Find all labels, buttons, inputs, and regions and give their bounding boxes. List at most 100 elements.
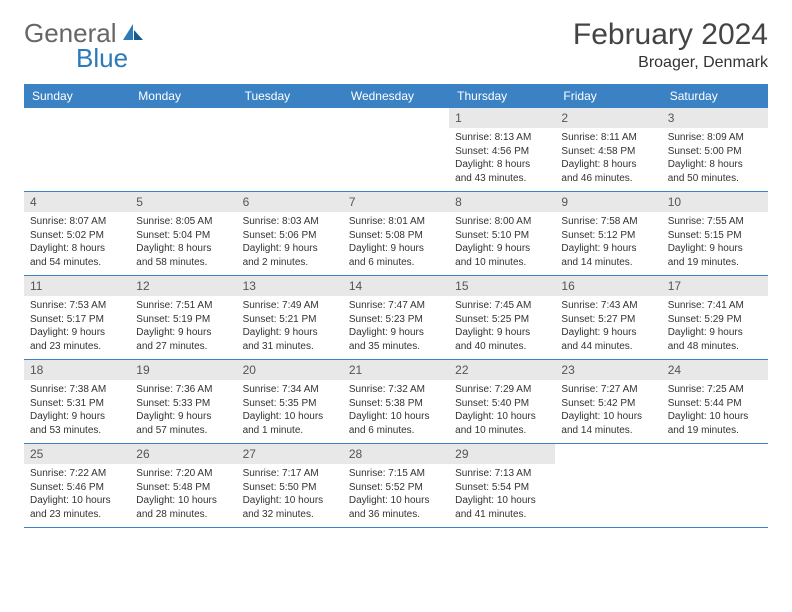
daylight-text: Daylight: 9 hours and 27 minutes. — [136, 326, 230, 353]
sunrise-text: Sunrise: 7:51 AM — [136, 299, 230, 313]
calendar: SundayMondayTuesdayWednesdayThursdayFrid… — [24, 84, 768, 528]
sunset-text: Sunset: 5:10 PM — [455, 229, 549, 243]
day-number: 25 — [24, 444, 130, 464]
day-number: 2 — [555, 108, 661, 128]
day-info: Sunrise: 7:34 AMSunset: 5:35 PMDaylight:… — [243, 383, 337, 437]
empty-cell — [237, 108, 343, 191]
day-cell: 15 Sunrise: 7:45 AMSunset: 5:25 PMDayligh… — [449, 276, 555, 359]
daylight-text: Daylight: 9 hours and 35 minutes. — [349, 326, 443, 353]
week-row: 25Sunrise: 7:22 AMSunset: 5:46 PMDayligh… — [24, 444, 768, 528]
day-number: 9 — [555, 192, 661, 212]
daylight-text: Daylight: 10 hours and 6 minutes. — [349, 410, 443, 437]
daylight-text: Daylight: 9 hours and 44 minutes. — [561, 326, 655, 353]
daylight-text: Daylight: 9 hours and 23 minutes. — [30, 326, 124, 353]
sunset-text: Sunset: 5:15 PM — [668, 229, 762, 243]
day-info: Sunrise: 7:27 AMSunset: 5:42 PMDaylight:… — [561, 383, 655, 437]
sunrise-text: Sunrise: 7:45 AM — [455, 299, 549, 313]
sunrise-text: Sunrise: 8:11 AM — [561, 131, 655, 145]
day-info: Sunrise: 7:15 AMSunset: 5:52 PMDaylight:… — [349, 467, 443, 521]
week-row: 11Sunrise: 7:53 AMSunset: 5:17 PMDayligh… — [24, 276, 768, 360]
daylight-text: Daylight: 10 hours and 36 minutes. — [349, 494, 443, 521]
sunrise-text: Sunrise: 7:25 AM — [668, 383, 762, 397]
day-cell: 23 Sunrise: 7:27 AMSunset: 5:42 PMDayligh… — [555, 360, 661, 443]
sunrise-text: Sunrise: 7:36 AM — [136, 383, 230, 397]
day-info: Sunrise: 7:17 AMSunset: 5:50 PMDaylight:… — [243, 467, 337, 521]
day-header: Saturday — [662, 84, 768, 108]
sunrise-text: Sunrise: 8:13 AM — [455, 131, 549, 145]
day-info: Sunrise: 8:13 AMSunset: 4:56 PMDaylight:… — [455, 131, 549, 185]
daylight-text: Daylight: 9 hours and 48 minutes. — [668, 326, 762, 353]
sunset-text: Sunset: 5:19 PM — [136, 313, 230, 327]
day-number: 29 — [449, 444, 555, 464]
sunrise-text: Sunrise: 7:47 AM — [349, 299, 443, 313]
sunrise-text: Sunrise: 8:00 AM — [455, 215, 549, 229]
day-number: 3 — [662, 108, 768, 128]
day-cell: 27Sunrise: 7:17 AMSunset: 5:50 PMDayligh… — [237, 444, 343, 527]
sunset-text: Sunset: 5:48 PM — [136, 481, 230, 495]
sunset-text: Sunset: 5:44 PM — [668, 397, 762, 411]
day-info: Sunrise: 7:45 AMSunset: 5:25 PMDaylight:… — [455, 299, 549, 353]
sunset-text: Sunset: 5:27 PM — [561, 313, 655, 327]
day-number: 4 — [24, 192, 130, 212]
sunrise-text: Sunrise: 8:07 AM — [30, 215, 124, 229]
day-number: 1 — [449, 108, 555, 128]
month-title: February 2024 — [573, 18, 768, 52]
empty-cell — [555, 444, 661, 527]
day-number: 23 — [555, 360, 661, 380]
day-number: 19 — [130, 360, 236, 380]
sunset-text: Sunset: 5:42 PM — [561, 397, 655, 411]
sunset-text: Sunset: 5:50 PM — [243, 481, 337, 495]
day-cell: 10 Sunrise: 7:55 AMSunset: 5:15 PMDayligh… — [662, 192, 768, 275]
day-number: 18 — [24, 360, 130, 380]
day-header: Tuesday — [237, 84, 343, 108]
daylight-text: Daylight: 9 hours and 31 minutes. — [243, 326, 337, 353]
day-cell: 12Sunrise: 7:51 AMSunset: 5:19 PMDayligh… — [130, 276, 236, 359]
day-info: Sunrise: 7:36 AMSunset: 5:33 PMDaylight:… — [136, 383, 230, 437]
day-cell: 1 Sunrise: 8:13 AMSunset: 4:56 PMDaylight… — [449, 108, 555, 191]
day-cell: 4 Sunrise: 8:07 AMSunset: 5:02 PMDaylight… — [24, 192, 130, 275]
daylight-text: Daylight: 9 hours and 53 minutes. — [30, 410, 124, 437]
daylight-text: Daylight: 10 hours and 10 minutes. — [455, 410, 549, 437]
day-number: 10 — [662, 192, 768, 212]
day-cell: 17Sunrise: 7:41 AMSunset: 5:29 PMDayligh… — [662, 276, 768, 359]
empty-cell — [24, 108, 130, 191]
sunset-text: Sunset: 5:04 PM — [136, 229, 230, 243]
day-number: 21 — [343, 360, 449, 380]
day-cell: 22Sunrise: 7:29 AMSunset: 5:40 PMDayligh… — [449, 360, 555, 443]
daylight-text: Daylight: 10 hours and 19 minutes. — [668, 410, 762, 437]
day-cell: 16Sunrise: 7:43 AMSunset: 5:27 PMDayligh… — [555, 276, 661, 359]
daylight-text: Daylight: 8 hours and 58 minutes. — [136, 242, 230, 269]
sunrise-text: Sunrise: 7:32 AM — [349, 383, 443, 397]
daylight-text: Daylight: 9 hours and 6 minutes. — [349, 242, 443, 269]
day-cell: 6Sunrise: 8:03 AMSunset: 5:06 PMDaylight… — [237, 192, 343, 275]
daylight-text: Daylight: 10 hours and 32 minutes. — [243, 494, 337, 521]
sunset-text: Sunset: 5:33 PM — [136, 397, 230, 411]
sunrise-text: Sunrise: 7:22 AM — [30, 467, 124, 481]
empty-cell — [343, 108, 449, 191]
sunrise-text: Sunrise: 7:29 AM — [455, 383, 549, 397]
daylight-text: Daylight: 8 hours and 46 minutes. — [561, 158, 655, 185]
sunset-text: Sunset: 5:12 PM — [561, 229, 655, 243]
day-number: 8 — [449, 192, 555, 212]
day-info: Sunrise: 8:11 AMSunset: 4:58 PMDaylight:… — [561, 131, 655, 185]
day-number: 24 — [662, 360, 768, 380]
day-cell: 19 Sunrise: 7:36 AMSunset: 5:33 PMDayligh… — [130, 360, 236, 443]
week-row: 4 Sunrise: 8:07 AMSunset: 5:02 PMDaylight… — [24, 192, 768, 276]
day-number: 13 — [237, 276, 343, 296]
sunrise-text: Sunrise: 7:43 AM — [561, 299, 655, 313]
sunset-text: Sunset: 4:56 PM — [455, 145, 549, 159]
day-headers-row: SundayMondayTuesdayWednesdayThursdayFrid… — [24, 84, 768, 108]
day-number: 15 — [449, 276, 555, 296]
day-info: Sunrise: 7:51 AMSunset: 5:19 PMDaylight:… — [136, 299, 230, 353]
day-cell: 11Sunrise: 7:53 AMSunset: 5:17 PMDayligh… — [24, 276, 130, 359]
day-info: Sunrise: 7:58 AMSunset: 5:12 PMDaylight:… — [561, 215, 655, 269]
day-info: Sunrise: 7:55 AMSunset: 5:15 PMDaylight:… — [668, 215, 762, 269]
title-block: February 2024 Broager, Denmark — [573, 18, 768, 72]
day-info: Sunrise: 7:32 AMSunset: 5:38 PMDaylight:… — [349, 383, 443, 437]
day-info: Sunrise: 8:07 AMSunset: 5:02 PMDaylight:… — [30, 215, 124, 269]
day-info: Sunrise: 8:03 AMSunset: 5:06 PMDaylight:… — [243, 215, 337, 269]
day-cell: 18Sunrise: 7:38 AMSunset: 5:31 PMDayligh… — [24, 360, 130, 443]
sunrise-text: Sunrise: 7:55 AM — [668, 215, 762, 229]
daylight-text: Daylight: 8 hours and 43 minutes. — [455, 158, 549, 185]
day-info: Sunrise: 8:05 AMSunset: 5:04 PMDaylight:… — [136, 215, 230, 269]
